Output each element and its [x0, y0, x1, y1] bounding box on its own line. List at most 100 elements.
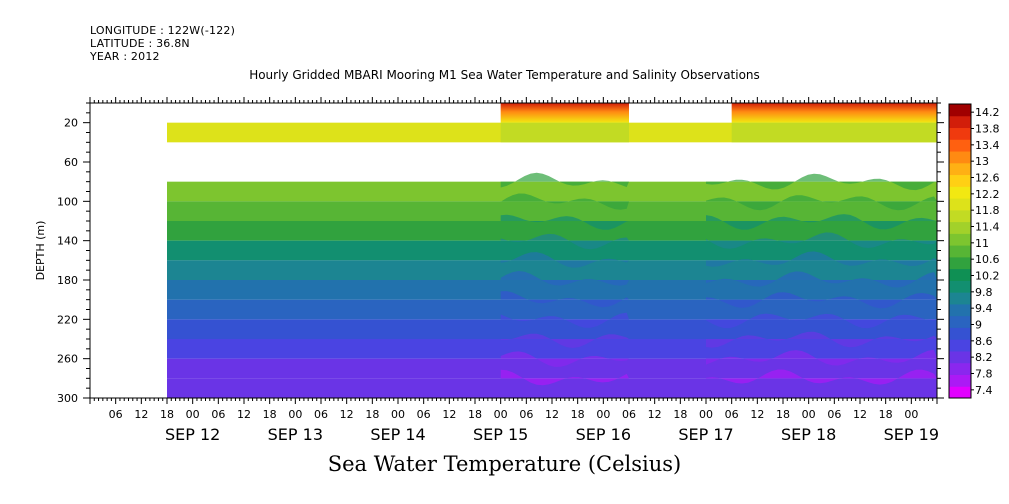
colorbar-swatch	[949, 292, 971, 305]
surface-warm-period	[500, 103, 629, 123]
y-tick-label: 220	[57, 313, 78, 326]
surface-transition	[500, 122, 629, 143]
x-hour-label: 18	[673, 408, 687, 421]
colorbar-swatch	[949, 115, 971, 129]
x-day-label: SEP 12	[165, 425, 220, 444]
x-day-label: SEP 15	[473, 425, 528, 444]
colorbar-swatch	[949, 174, 971, 187]
x-hour-label: 12	[340, 408, 354, 421]
y-tick-label: 140	[57, 235, 78, 248]
longitude-label: LONGITUDE : 122W(-122)	[90, 24, 236, 37]
x-hour-label: 00	[391, 408, 405, 421]
colorbar-swatch	[949, 268, 971, 281]
colorbar-tick-label: 9.8	[975, 286, 993, 299]
colorbar-swatch	[949, 350, 971, 364]
y-tick-label: 300	[57, 392, 78, 405]
colorbar: 7.4 7.8 8.2 8.6 9 9.4 9.8 10.2 10.6 11 11.4 11.8 12.…	[948, 103, 1000, 399]
x-hour-label: 06	[417, 408, 431, 421]
x-day-label: SEP 13	[268, 425, 323, 444]
x-day-label: SEP 17	[678, 425, 733, 444]
temperature-band	[167, 201, 937, 221]
colorbar-swatch	[949, 245, 971, 258]
colorbar-swatch	[949, 151, 971, 164]
temperature-contour	[706, 173, 937, 191]
colorbar-tick-label: 11.4	[975, 221, 1000, 234]
x-hour-label: 18	[160, 408, 174, 421]
x-hour-label: 00	[494, 408, 508, 421]
x-hour-label: 12	[648, 408, 662, 421]
colorbar-tick-label: 13.4	[975, 139, 1000, 152]
colorbar-tick-label: 7.4	[975, 384, 993, 397]
x-hour-label: 12	[442, 408, 456, 421]
colorbar-swatch	[949, 139, 971, 152]
temperature-contour	[500, 193, 629, 210]
colorbar-swatch	[949, 327, 971, 340]
x-hour-label: 06	[314, 408, 328, 421]
temperature-contour	[706, 195, 937, 211]
colorbar-swatch	[949, 127, 971, 140]
temperature-contour	[706, 271, 937, 288]
temperature-band	[167, 339, 937, 359]
colorbar-swatch	[949, 209, 971, 223]
x-axis: 06 12 18 00 06 12 18 00 06 12 18 00 06 12 18 00 06 12 18 00…	[89, 97, 939, 444]
temperature-contour	[500, 214, 629, 230]
colorbar-swatch	[949, 339, 971, 352]
x-hour-label: 06	[109, 408, 123, 421]
y-tick-label: 60	[64, 156, 78, 169]
temperature-contour	[500, 172, 629, 188]
temperature-contour	[500, 312, 629, 328]
temperature-contour	[500, 333, 629, 348]
colorbar-swatch	[949, 186, 971, 199]
temperature-contour	[706, 369, 937, 385]
colorbar-tick-label: 8.6	[975, 335, 993, 348]
x-day-label: SEP 18	[781, 425, 836, 444]
x-hour-label: 06	[519, 408, 533, 421]
x-day-label: SEP 14	[370, 425, 425, 444]
temperature-contour	[706, 331, 937, 348]
colorbar-border	[948, 103, 972, 399]
x-hour-label: 06	[211, 408, 225, 421]
y-tick-label: 100	[57, 195, 78, 208]
colorbar-swatch	[949, 362, 971, 375]
colorbar-swatch	[949, 315, 971, 328]
x-hour-label: 00	[802, 408, 816, 421]
x-hour-label: 12	[750, 408, 764, 421]
temperature-contour	[500, 351, 629, 367]
x-hour-label: 00	[904, 408, 918, 421]
year-label: YEAR : 2012	[90, 50, 160, 63]
colorbar-swatch	[949, 198, 971, 211]
y-tick-label: 260	[57, 353, 78, 366]
x-axis-label: Sea Water Temperature (Celsius)	[327, 452, 682, 476]
colorbar-swatch	[949, 104, 971, 117]
colorbar-tick-label: 9	[975, 319, 982, 332]
surface-transition	[731, 122, 937, 143]
temperature-contour	[706, 292, 937, 309]
colorbar-tick-label: 12.2	[975, 188, 1000, 201]
x-hour-label: 18	[365, 408, 379, 421]
x-hour-label: 18	[263, 408, 277, 421]
temperature-contour	[500, 233, 629, 250]
x-hour-label: 06	[827, 408, 841, 421]
temperature-contour	[500, 369, 629, 386]
temperature-band	[167, 280, 937, 300]
y-axis: 20 60 100 140 180 220 260 300 DEPTH (m)	[34, 102, 944, 405]
colorbar-tick-label: 14.2	[975, 106, 1000, 119]
colorbar-tick-label: 13.8	[975, 123, 1000, 136]
colorbar-swatch	[949, 386, 971, 399]
temperature-contour	[706, 251, 937, 267]
x-hour-label: 12	[853, 408, 867, 421]
colorbar-swatch	[949, 162, 971, 176]
temperature-band	[167, 319, 937, 339]
colorbar-tick-label: 10.2	[975, 270, 1000, 283]
y-tick-label: 20	[64, 117, 78, 130]
x-hour-label: 18	[879, 408, 893, 421]
x-hour-label: 18	[468, 408, 482, 421]
surface-warm-period	[731, 103, 937, 123]
temperature-contour	[706, 214, 937, 230]
latitude-label: LATITUDE : 36.8N	[90, 37, 190, 50]
x-hour-label: 18	[571, 408, 585, 421]
temperature-band	[167, 181, 937, 202]
colorbar-tick-label: 12.6	[975, 172, 1000, 185]
